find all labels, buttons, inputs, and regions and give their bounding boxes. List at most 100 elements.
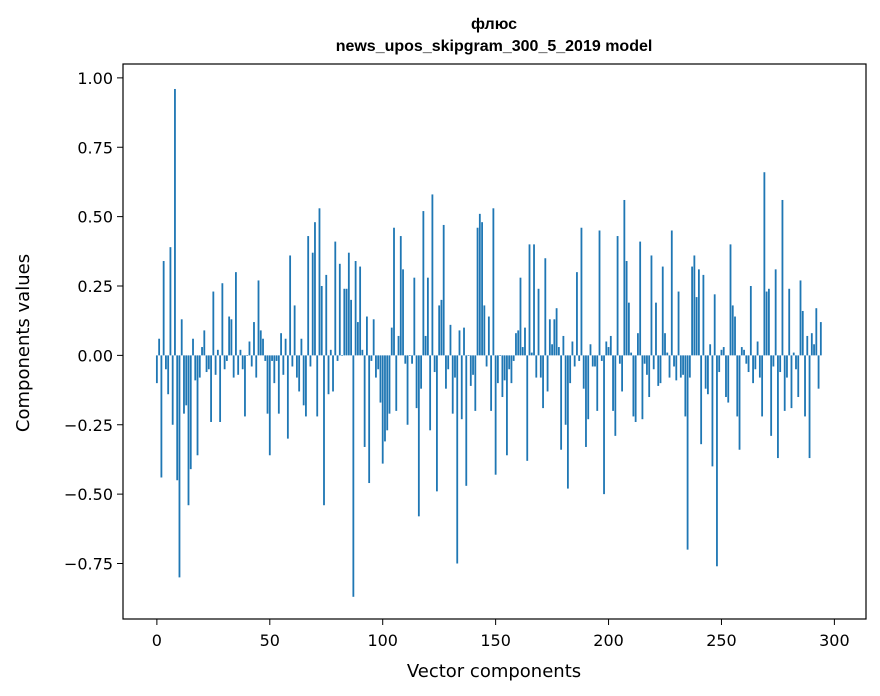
bar: [327, 355, 330, 395]
bar: [639, 241, 642, 356]
bar: [300, 338, 303, 356]
bar: [646, 355, 648, 375]
bar: [684, 355, 687, 417]
bar: [390, 327, 393, 356]
bar: [758, 355, 761, 378]
bar: [553, 319, 556, 356]
bar: [408, 355, 411, 356]
bar: [388, 355, 391, 414]
y-axis-ticks: −0.75 −0.50 −0.25 0.00 0.25 0.50 0.75 1.00: [64, 69, 123, 574]
bar: [445, 355, 447, 389]
bar: [790, 355, 793, 409]
bar: [623, 199, 626, 356]
bar: [277, 355, 280, 414]
bar: [677, 291, 680, 356]
bar: [713, 294, 716, 356]
bar: [451, 355, 454, 414]
bar: [257, 280, 260, 356]
bar: [259, 330, 262, 356]
bar: [499, 355, 502, 356]
y-tick-label: 1.00: [77, 69, 113, 88]
bar: [810, 333, 813, 356]
bar: [749, 286, 752, 356]
bar: [483, 305, 486, 356]
bar: [347, 252, 350, 356]
bar: [506, 355, 508, 456]
bar: [352, 355, 355, 597]
bar: [496, 355, 499, 384]
bar: [377, 355, 380, 370]
bar: [580, 227, 583, 356]
bar: [666, 352, 669, 356]
bar: [266, 355, 269, 414]
bar: [743, 349, 745, 356]
bar: [657, 355, 660, 386]
bar: [239, 349, 242, 356]
bar: [329, 349, 332, 356]
bar: [458, 330, 461, 356]
bar: [727, 355, 730, 403]
bar: [589, 344, 592, 356]
bar: [781, 199, 784, 356]
bar: [436, 355, 438, 492]
bar: [449, 324, 452, 356]
bar: [212, 291, 215, 356]
bar: [343, 288, 346, 356]
bar: [517, 330, 520, 356]
bar: [533, 244, 535, 356]
bar: [268, 355, 271, 456]
bar: [734, 316, 736, 356]
bar: [697, 269, 700, 356]
bar: [707, 355, 709, 395]
bar: [503, 355, 506, 381]
bar: [616, 236, 619, 356]
bar: [813, 344, 815, 356]
bar: [424, 335, 427, 356]
bar: [426, 277, 429, 356]
bar: [221, 283, 224, 356]
bar: [555, 308, 558, 356]
bar: [510, 355, 513, 384]
bar: [539, 355, 542, 378]
bar: [641, 355, 644, 420]
bar: [397, 335, 400, 356]
x-tick-label: 250: [706, 631, 737, 650]
bar: [454, 355, 456, 378]
bar: [379, 355, 382, 403]
bar: [307, 236, 310, 356]
bar: [320, 286, 323, 356]
bar: [176, 355, 179, 481]
bar: [442, 224, 445, 356]
bar: [440, 299, 443, 356]
bar: [447, 355, 450, 370]
bar: [625, 261, 628, 356]
bar: [693, 255, 696, 356]
bar: [515, 333, 517, 356]
bar: [463, 327, 465, 356]
bar: [460, 355, 463, 420]
y-tick-label: 0.50: [77, 208, 113, 227]
bar: [779, 355, 782, 373]
bar: [210, 355, 212, 422]
bar: [381, 355, 384, 464]
bar: [295, 355, 298, 378]
bar: [271, 355, 273, 361]
bar: [557, 347, 560, 356]
bar: [756, 341, 759, 356]
bar: [286, 355, 289, 439]
bar: [415, 355, 418, 409]
bar: [670, 230, 673, 356]
bar: [230, 319, 233, 356]
bar: [765, 291, 768, 356]
bar: [569, 355, 572, 384]
bar: [740, 347, 743, 356]
bar: [420, 355, 423, 389]
bar: [772, 355, 775, 367]
bar: [691, 266, 694, 356]
bar: [413, 277, 416, 356]
bar: [225, 355, 228, 361]
bar: [566, 355, 569, 489]
bar: [682, 355, 684, 375]
bar: [686, 355, 689, 550]
